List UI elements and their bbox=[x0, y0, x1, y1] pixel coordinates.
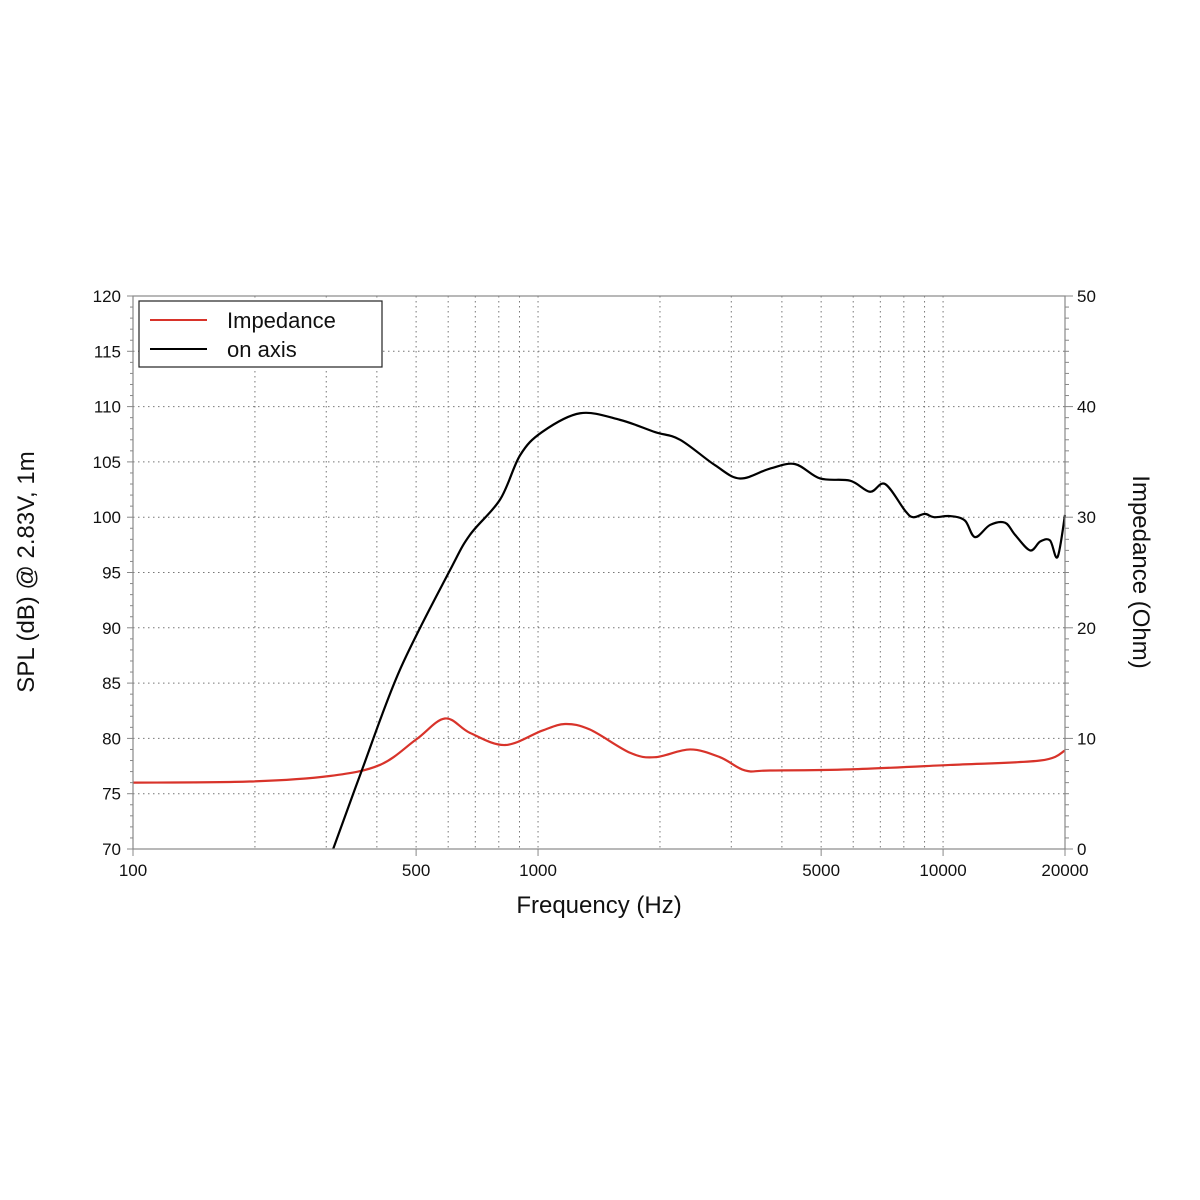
x-tick-label: 20000 bbox=[1041, 861, 1088, 880]
x-tick-label: 5000 bbox=[802, 861, 840, 880]
y-tick-label: 95 bbox=[102, 564, 121, 583]
legend: Impedance on axis bbox=[138, 300, 383, 368]
series-lines bbox=[132, 411, 1067, 850]
y2-tick-label: 20 bbox=[1077, 619, 1096, 638]
x-tick-label: 1000 bbox=[519, 861, 557, 880]
y-tick-label: 80 bbox=[102, 729, 121, 748]
x-tick-label: 10000 bbox=[919, 861, 966, 880]
y2-tick-label: 10 bbox=[1077, 729, 1096, 748]
y2-tick-label: 50 bbox=[1077, 287, 1096, 306]
y-tick-label: 110 bbox=[94, 398, 121, 417]
y-tick-label: 100 bbox=[93, 508, 121, 527]
y-tick-label: 70 bbox=[102, 840, 121, 859]
y-axis-label: SPL (dB) @ 2.83V, 1m bbox=[13, 451, 40, 692]
series-line-on-axis bbox=[332, 411, 1067, 850]
y-tick-label: 105 bbox=[93, 453, 121, 472]
x-axis-label: Frequency (Hz) bbox=[516, 892, 681, 919]
x-tick-label: 100 bbox=[119, 861, 147, 880]
legend-label-on-axis: on axis bbox=[227, 337, 297, 362]
legend-label-impedance: Impedance bbox=[227, 308, 336, 333]
x-tick-label: 500 bbox=[402, 861, 430, 880]
series-line-impedance bbox=[132, 717, 1066, 784]
y-tick-label: 115 bbox=[94, 342, 121, 361]
axis-ticks: 70 75 80 85 90 95 100 105 110 115 120 0 10 20 30 40 50 10… bbox=[93, 287, 1096, 880]
plot-frame bbox=[132, 295, 1066, 850]
y-tick-label: 85 bbox=[102, 674, 121, 693]
y-tick-label: 90 bbox=[102, 619, 121, 638]
y2-tick-label: 40 bbox=[1077, 398, 1096, 417]
y2-axis-label: Impedance (Ohm) bbox=[1127, 475, 1154, 668]
legend-box bbox=[138, 300, 383, 368]
y2-tick-label: 0 bbox=[1077, 840, 1086, 859]
y-tick-label: 120 bbox=[93, 287, 121, 306]
y2-tick-label: 30 bbox=[1077, 508, 1096, 527]
y-tick-label: 75 bbox=[102, 785, 121, 804]
